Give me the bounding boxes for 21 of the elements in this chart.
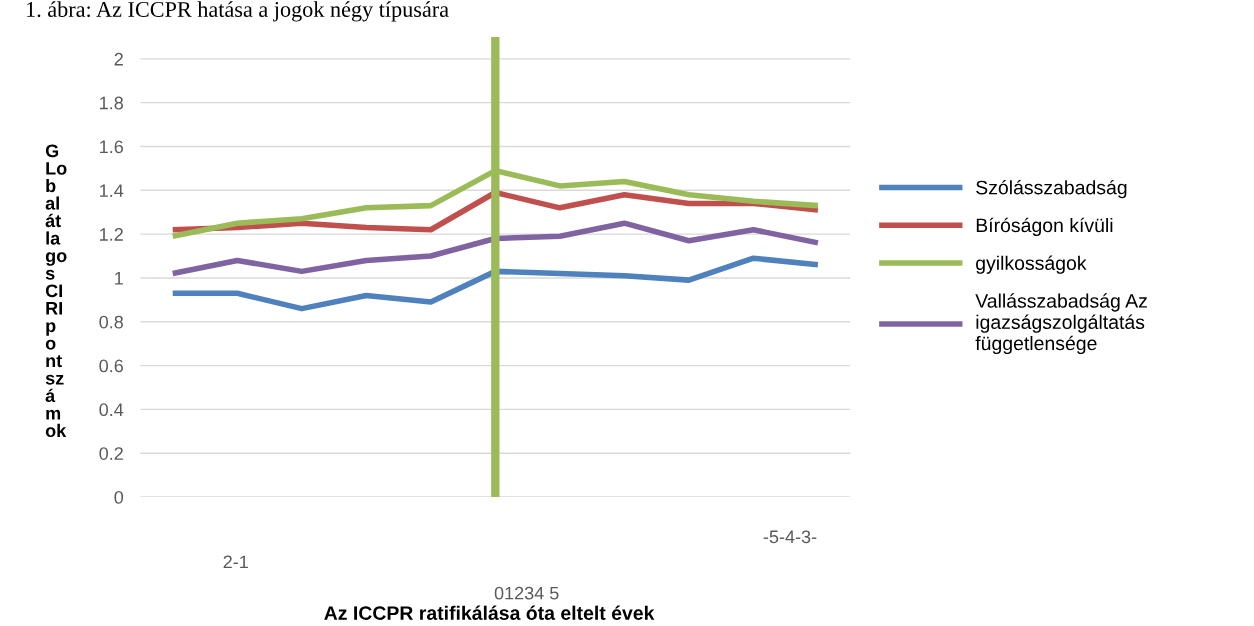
y-tick-label: 0.6 (99, 359, 123, 373)
y-tick-label: 0.4 (99, 403, 124, 417)
text: 2-1 (223, 555, 248, 569)
legend-label: gyilkosságok (976, 255, 1087, 274)
y-tick-label: 2 (114, 52, 123, 66)
y-tick-label: 0.2 (99, 447, 123, 460)
text: G Lo b al át la go s CI RI p o nt sz á m ok (45, 144, 67, 438)
y-tick-label: 1 (115, 272, 123, 285)
y-tick-label: 0.8 (99, 315, 123, 329)
y-tick-label: 1.2 (100, 228, 123, 241)
y-tick-label: 1.6 (100, 140, 123, 154)
legend-label: Vallásszabadság Az igazságszolgáltatás függetlensége (975, 293, 1147, 355)
y-tick-label: 1.8 (100, 96, 123, 110)
legend-label: Szólásszabadság (976, 179, 1127, 199)
legend-label: Bíróságon kívüli (976, 217, 1113, 237)
y-tick-label: 0 (114, 490, 124, 504)
text: 01234 5 (494, 586, 559, 600)
chart-title: 1. ábra: Az ICCPR hatása a jogok négy típusára (27, 1, 449, 22)
y-tick-label: 1.4 (100, 184, 124, 197)
text: Az ICCPR ratifikálása óta eltelt évek (324, 605, 655, 620)
text: -5-4-3- (763, 530, 817, 544)
